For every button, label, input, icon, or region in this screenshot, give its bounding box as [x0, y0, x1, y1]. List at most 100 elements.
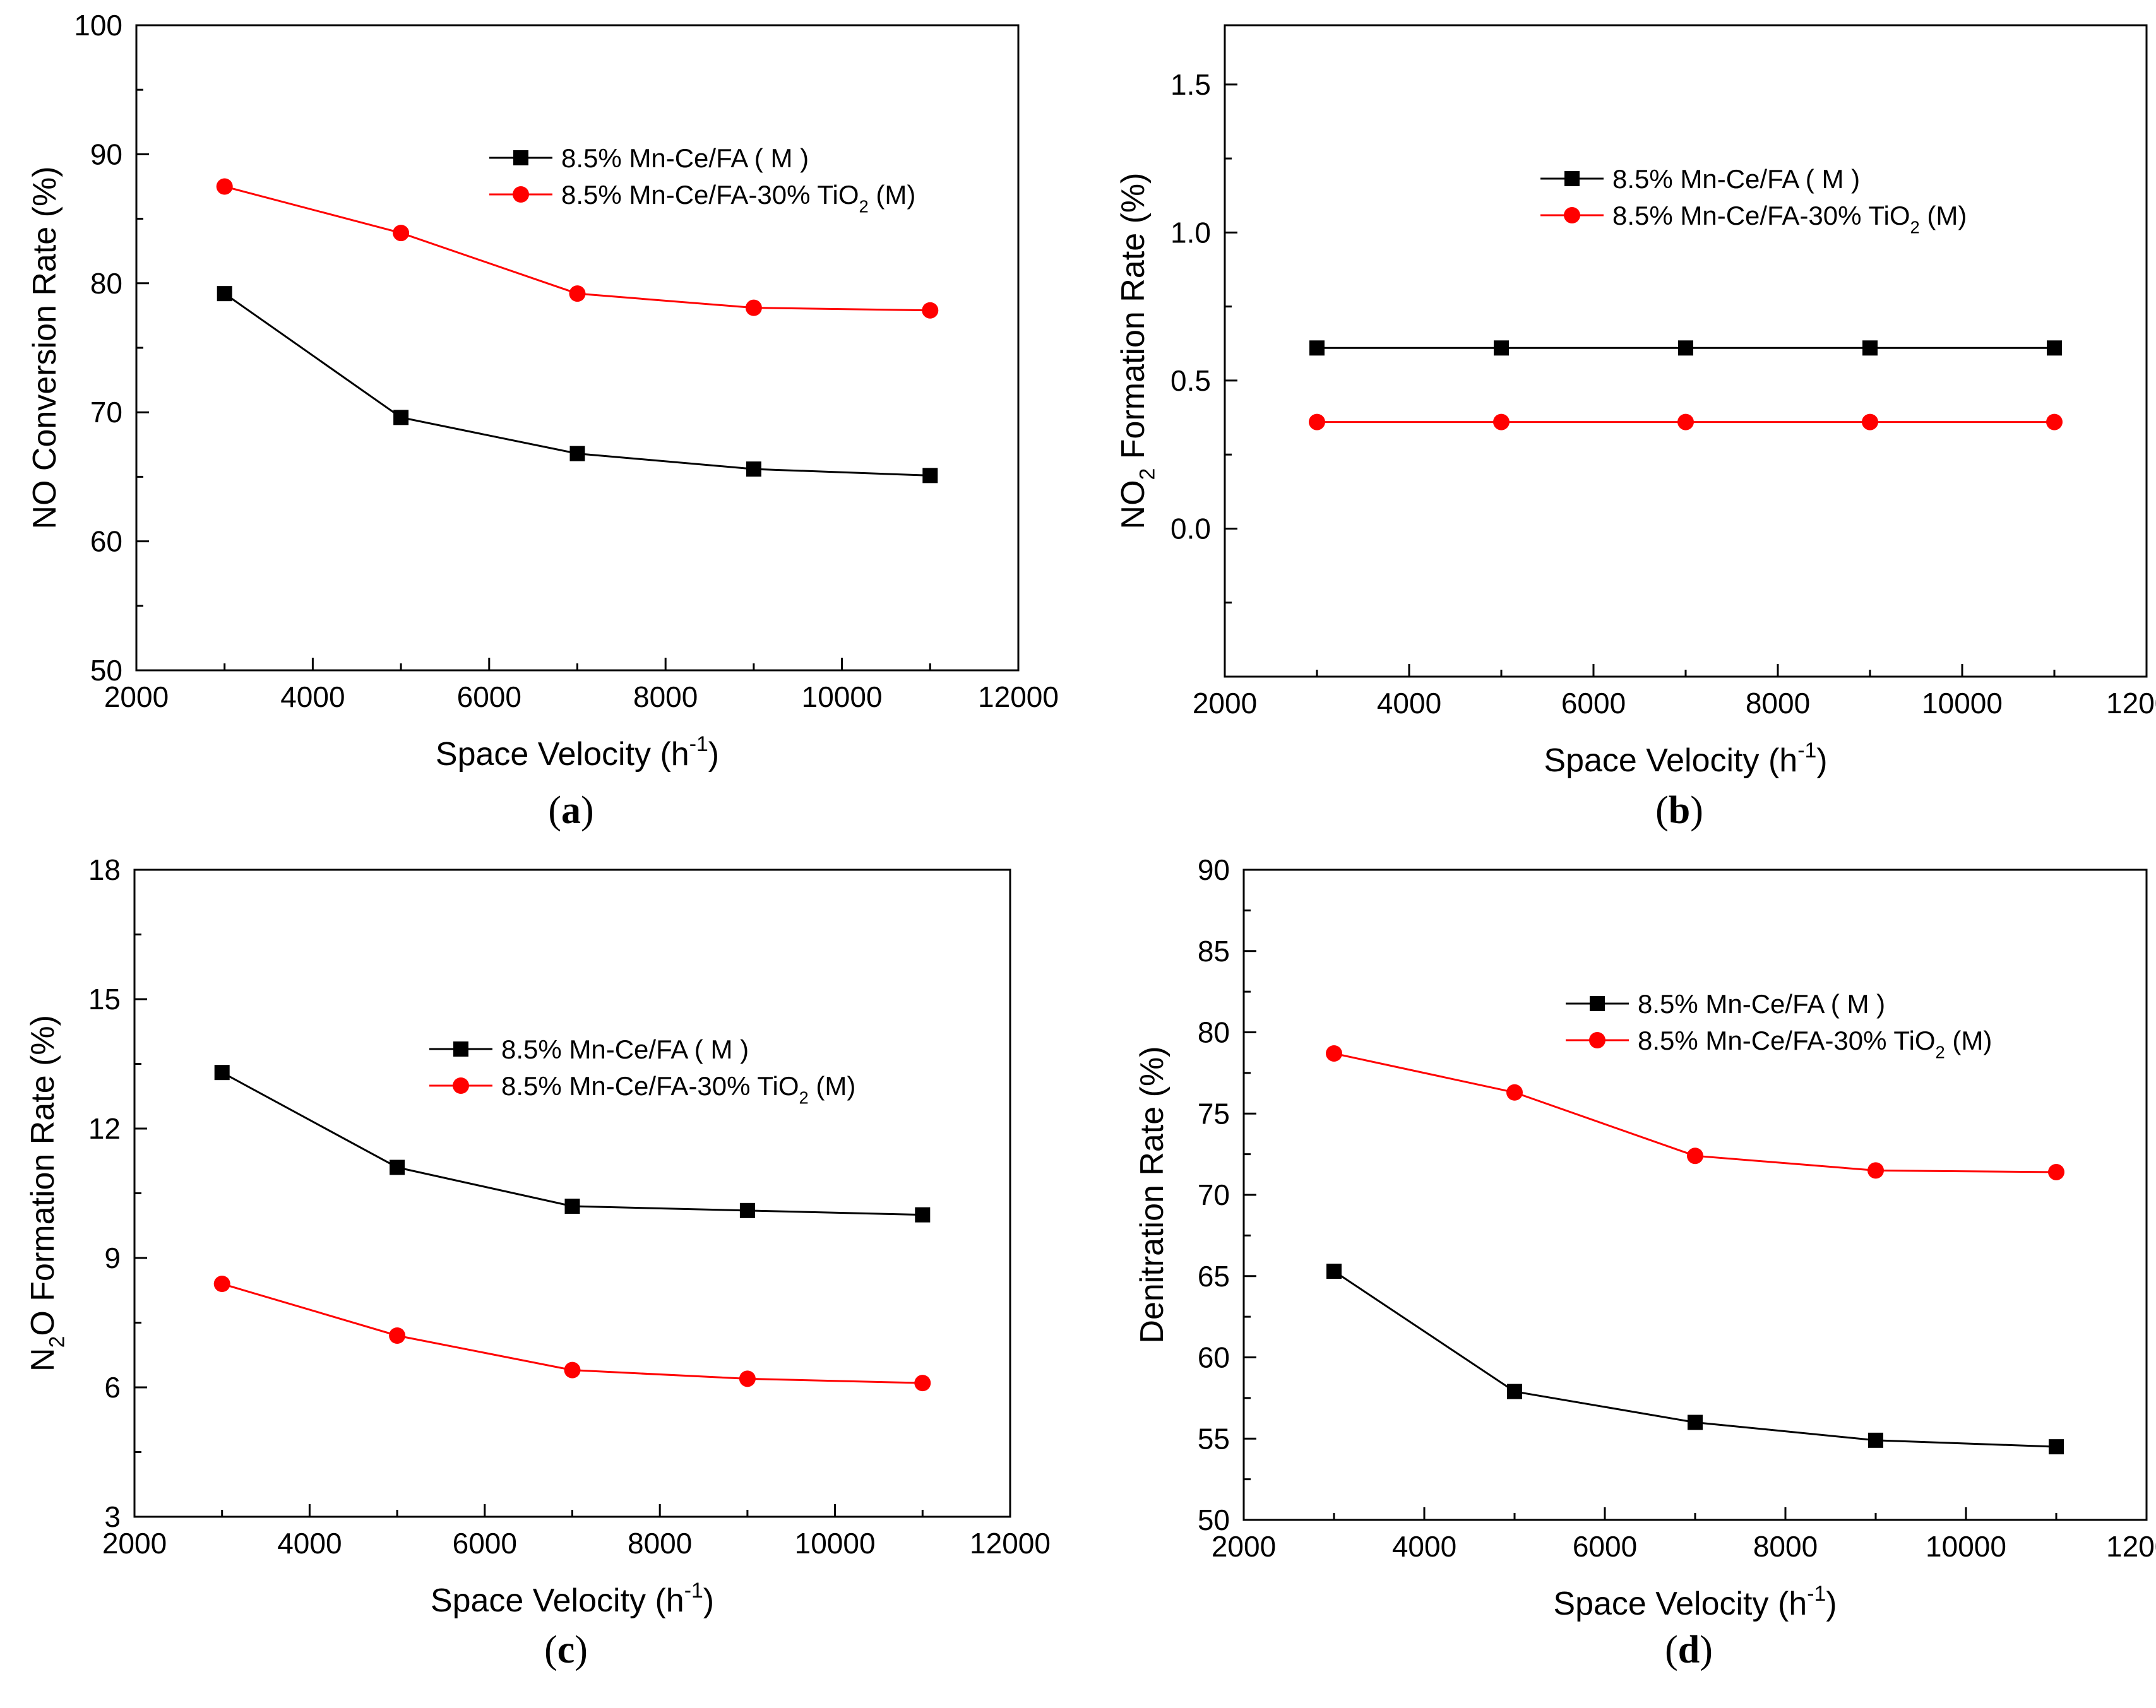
y-tick-label: 12	[88, 1112, 121, 1145]
y-tick-label: 70	[1198, 1178, 1230, 1211]
data-point	[922, 302, 939, 319]
plot-frame	[133, 869, 1011, 1518]
data-point	[1867, 1162, 1884, 1179]
chart-panel-d: 2000 4000 6000 8000 10000 12000 50 55 60 65 70 75 80…	[1134, 853, 2156, 1671]
panel-caption: (d)	[1665, 1628, 1713, 1671]
data-point	[1326, 1045, 1342, 1062]
data-point	[1494, 340, 1509, 356]
data-point	[390, 1159, 405, 1175]
data-point	[746, 461, 761, 477]
panel-caption: (b)	[1655, 789, 1703, 832]
data-point	[1326, 1264, 1342, 1279]
x-tick-label: 10000	[1926, 1530, 2006, 1563]
data-point	[1309, 340, 1325, 356]
x-tick-label: 8000	[633, 680, 698, 713]
data-point	[564, 1199, 580, 1214]
data-point	[216, 178, 233, 195]
x-tick-label: 2000	[102, 1527, 167, 1560]
y-tick-label: 0.0	[1170, 512, 1211, 545]
x-tick-label: 2000	[1212, 1530, 1276, 1563]
data-point	[1678, 340, 1693, 356]
legend-label: 8.5% Mn-Ce/FA-30% TiO2 (M)	[1638, 1026, 1992, 1062]
data-point	[1862, 413, 1878, 430]
legend-label: 8.5% Mn-Ce/FA ( M )	[561, 143, 809, 173]
data-point	[569, 285, 586, 302]
data-point	[1506, 1084, 1523, 1101]
legend-marker	[453, 1041, 468, 1057]
x-tick-label: 4000	[1377, 687, 1441, 720]
y-tick-label: 0.5	[1170, 364, 1211, 397]
x-tick-label: 12000	[2106, 1530, 2156, 1563]
data-point	[739, 1370, 756, 1387]
data-point	[569, 446, 585, 461]
data-point	[393, 410, 409, 425]
x-tick-label: 2000	[1193, 687, 1257, 720]
data-point	[1687, 1148, 1703, 1165]
x-axis-title: Space Velocity (h-1)	[1544, 738, 1827, 779]
legend-marker	[1564, 171, 1580, 186]
legend: 8.5% Mn-Ce/FA ( M ) 8.5% Mn-Ce/FA-30% TiO…	[1566, 989, 1992, 1062]
x-tick-label: 8000	[1753, 1530, 1818, 1563]
legend-marker	[1590, 996, 1605, 1011]
data-point	[564, 1361, 581, 1379]
y-tick-label: 100	[74, 9, 122, 42]
legend-marker	[453, 1077, 469, 1094]
data-point	[213, 1276, 230, 1292]
data-point	[922, 468, 938, 483]
data-point	[393, 225, 410, 242]
legend: 8.5% Mn-Ce/FA ( M ) 8.5% Mn-Ce/FA-30% TiO…	[489, 143, 915, 216]
x-tick-label: 4000	[277, 1527, 342, 1560]
y-tick-label: 75	[1198, 1097, 1230, 1130]
plot-frame	[135, 24, 1020, 672]
data-point	[1688, 1414, 1703, 1430]
data-point	[1868, 1432, 1883, 1448]
x-tick-label: 10000	[795, 1527, 876, 1560]
x-tick-label: 12000	[970, 1527, 1051, 1560]
chart-panel-c: 2000 4000 6000 8000 10000 12000 3 6 9 12 15 18 Space…	[25, 853, 1051, 1671]
x-tick-label: 8000	[1746, 687, 1810, 720]
data-point	[2048, 1163, 2064, 1180]
legend-marker	[1589, 1032, 1605, 1048]
panel-caption: (a)	[548, 789, 593, 832]
y-tick-label: 9	[104, 1242, 121, 1274]
y-tick-label: 50	[1198, 1503, 1230, 1536]
data-point	[914, 1375, 931, 1392]
x-tick-label: 4000	[1392, 1530, 1456, 1563]
y-axis-title: Denitration Rate (%)	[1134, 1046, 1170, 1343]
y-tick-label: 90	[1198, 853, 1230, 886]
x-tick-label: 6000	[457, 680, 521, 713]
data-point	[1309, 413, 1325, 430]
y-axis-title: N2O Formation Rate (%)	[25, 1015, 69, 1372]
y-axis-title: NO Conversion Rate (%)	[27, 166, 63, 529]
y-tick-label: 50	[90, 654, 122, 687]
legend: 8.5% Mn-Ce/FA ( M ) 8.5% Mn-Ce/FA-30% TiO…	[429, 1035, 855, 1107]
x-axis-title: Space Velocity (h-1)	[431, 1579, 714, 1619]
y-tick-label: 65	[1198, 1260, 1230, 1293]
y-tick-label: 6	[104, 1371, 121, 1404]
y-tick-label: 70	[90, 396, 122, 429]
panel-caption: (c)	[544, 1628, 588, 1671]
y-tick-label: 18	[88, 853, 121, 886]
x-tick-label: 4000	[280, 680, 345, 713]
y-tick-label: 55	[1198, 1422, 1230, 1455]
y-tick-label: 60	[1198, 1341, 1230, 1374]
x-tick-label: 8000	[628, 1527, 692, 1560]
y-tick-label: 80	[1198, 1016, 1230, 1049]
chart-panel-b: 2000 4000 6000 8000 10000 12000 0.0 0.5 1.0 1.5 Sp…	[1115, 24, 2156, 832]
y-tick-label: 1.0	[1170, 216, 1211, 249]
x-tick-label: 6000	[1561, 687, 1626, 720]
data-point	[389, 1327, 406, 1344]
y-tick-label: 80	[90, 267, 122, 300]
data-point	[1493, 413, 1510, 430]
legend-label: 8.5% Mn-Ce/FA ( M )	[1638, 989, 1885, 1019]
y-tick-label: 60	[90, 525, 122, 558]
legend-label: 8.5% Mn-Ce/FA-30% TiO2 (M)	[561, 180, 915, 216]
y-tick-label: 1.5	[1170, 68, 1211, 101]
y-tick-label: 15	[88, 983, 121, 1016]
data-point	[1507, 1384, 1522, 1399]
legend: 8.5% Mn-Ce/FA ( M ) 8.5% Mn-Ce/FA-30% TiO…	[1540, 164, 1967, 237]
y-tick-label: 90	[90, 138, 122, 170]
data-point	[2047, 340, 2062, 356]
legend-marker	[513, 186, 529, 203]
data-point	[214, 1065, 230, 1081]
